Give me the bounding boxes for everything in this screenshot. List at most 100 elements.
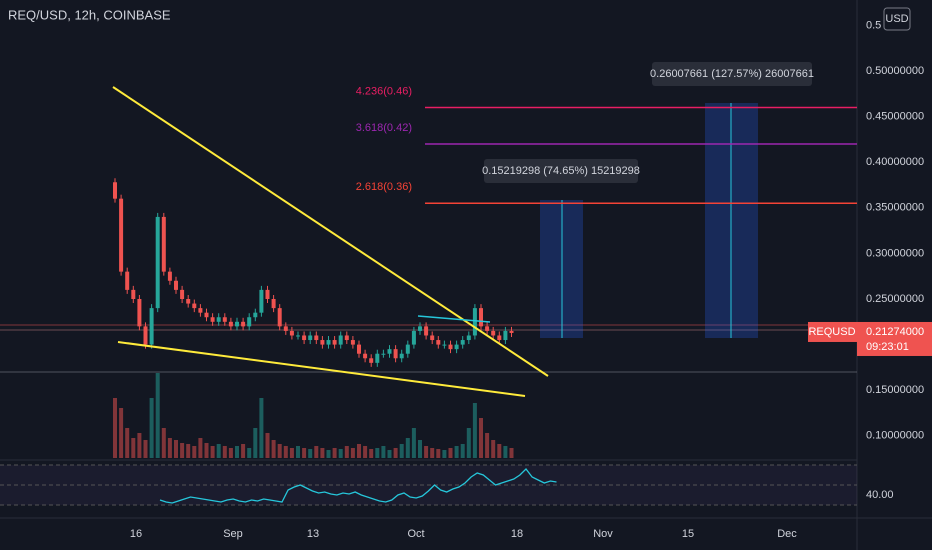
time-tick-label: Dec — [777, 528, 797, 540]
price-tick-label: 0.35000000 — [866, 202, 924, 214]
candle — [265, 289, 270, 299]
volume-bar — [235, 446, 239, 458]
volume-bar — [149, 398, 154, 458]
volume-bar — [497, 444, 502, 458]
time-tick-label: 16 — [130, 528, 142, 540]
candle — [149, 308, 154, 345]
candle — [344, 335, 349, 341]
volume-bar — [357, 444, 361, 458]
candle — [466, 335, 471, 341]
wedge-line — [117, 341, 526, 397]
candle — [296, 335, 300, 337]
volume-bar — [338, 449, 343, 458]
candle — [442, 344, 447, 346]
volume-bar — [161, 428, 166, 458]
volume-bar — [247, 448, 252, 458]
tooltip-box — [652, 62, 812, 86]
volume-bar — [399, 444, 404, 458]
price-tick-label: 0.30000000 — [866, 247, 924, 259]
price-tick-label: 0.45000000 — [866, 111, 924, 123]
volume-bar — [131, 438, 136, 458]
volume-bar — [503, 446, 508, 458]
volume-bar — [344, 446, 349, 458]
candle — [271, 299, 276, 309]
tooltip-text: 0.26007661 (127.57%) 26007661 — [650, 68, 814, 80]
candle — [253, 312, 258, 318]
volume-bar — [308, 449, 313, 458]
volume-bar — [241, 444, 246, 458]
rsi-axis-label: 40.00 — [866, 489, 894, 501]
candle — [192, 303, 197, 309]
time-tick-label: 15 — [682, 528, 694, 540]
candle — [405, 344, 410, 354]
candle — [369, 358, 374, 363]
volume-bar — [216, 444, 221, 458]
volume-bar — [174, 440, 178, 458]
volume-bar — [472, 403, 477, 458]
volume-bar — [363, 446, 368, 458]
volume-bar — [332, 448, 337, 458]
volume-bar — [418, 440, 422, 458]
candle — [259, 289, 264, 313]
volume-bar — [271, 440, 276, 458]
candle — [430, 335, 435, 341]
volume-bar — [424, 446, 429, 458]
candle — [113, 182, 117, 199]
candle — [509, 330, 514, 333]
candle — [161, 216, 166, 272]
volume-bar — [253, 428, 258, 458]
candle — [137, 299, 142, 327]
candle — [393, 349, 398, 359]
price-tick-label: 0.5 — [866, 19, 881, 31]
time-tick-label: Sep — [223, 528, 243, 540]
volume-bar — [228, 448, 233, 458]
price-tick-label: 0.25000000 — [866, 293, 924, 305]
candle — [332, 340, 337, 345]
candle — [186, 299, 191, 304]
time-tick-label: 13 — [307, 528, 319, 540]
candle — [119, 198, 124, 272]
volume-bar — [210, 446, 215, 458]
volume-bar — [381, 446, 386, 458]
volume-bar — [320, 448, 325, 458]
candle — [216, 317, 221, 322]
price-tag-price: 0.21274000 — [866, 326, 924, 338]
price-tag-box — [857, 321, 932, 356]
candle — [210, 317, 215, 322]
candle — [302, 335, 307, 341]
volume-bar — [375, 448, 380, 458]
candle — [174, 280, 178, 290]
candle — [363, 353, 368, 359]
candle — [503, 330, 508, 341]
trend-line — [417, 315, 491, 323]
price-tag-symbol-box — [808, 321, 857, 342]
volume-bar — [186, 444, 191, 458]
candle — [350, 340, 355, 345]
candle — [198, 308, 203, 313]
volume-bar — [277, 444, 282, 458]
candle — [436, 340, 441, 345]
price-tag-symbol: REQUSD — [808, 326, 855, 338]
symbol-title: REQ/USD, 12h, COINBASE — [8, 7, 171, 22]
volume-bar — [198, 438, 203, 458]
fib-label: 2.618(0.36) — [356, 181, 412, 193]
volume-bar — [509, 448, 514, 458]
candle — [283, 326, 288, 331]
currency-button[interactable] — [883, 7, 911, 31]
candle — [411, 330, 416, 345]
candle — [472, 308, 477, 336]
candle — [479, 308, 483, 327]
volume-bar — [387, 450, 392, 458]
volume-bar — [430, 448, 435, 458]
candle — [247, 317, 252, 327]
price-tick-label: 0.10000000 — [866, 430, 924, 442]
currency-label[interactable]: USD — [885, 13, 908, 25]
candle — [454, 344, 459, 350]
candle — [180, 289, 185, 299]
candle — [448, 344, 453, 350]
volume-bar — [393, 448, 398, 458]
price-tag-countdown: 09:23:01 — [866, 341, 909, 353]
volume-bar — [350, 448, 355, 458]
time-tick-label: 18 — [511, 528, 523, 540]
